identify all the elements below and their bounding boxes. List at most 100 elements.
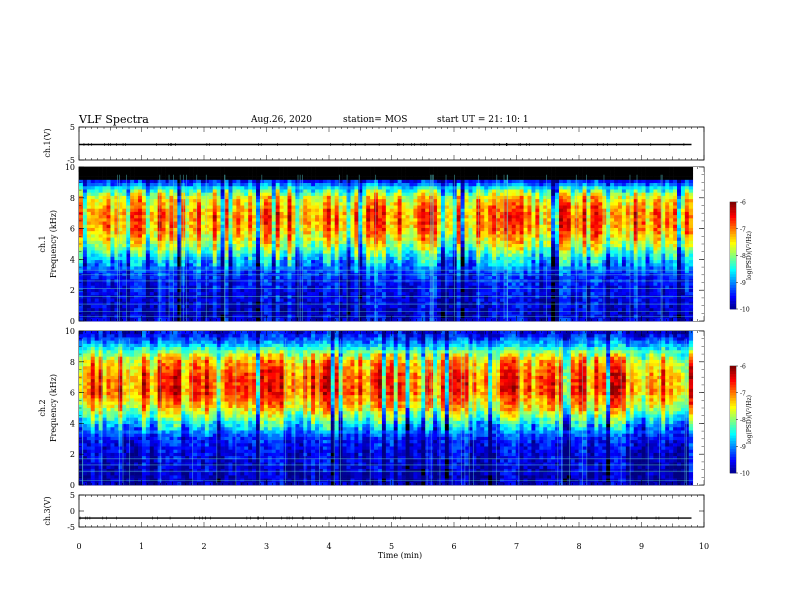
spectrogram-cell: [468, 298, 473, 303]
spectrogram-cell: [283, 167, 288, 171]
spectrogram-cell: [161, 227, 166, 232]
spectrogram-cell: [141, 276, 147, 280]
spectrogram-cell: [141, 205, 147, 210]
spectrogram-cell: [252, 301, 257, 306]
spectrogram-cell: [311, 176, 316, 181]
spectrogram-cell: [283, 234, 288, 238]
spectrogram-cell: [405, 221, 410, 226]
spectrogram-cell: [362, 244, 367, 248]
spectrogram-cell: [318, 221, 324, 226]
spectrogram-cell: [389, 288, 395, 293]
spectrogram-cell: [118, 244, 123, 248]
spectrogram-cell: [472, 167, 477, 171]
spectrogram-cell: [185, 285, 190, 290]
spectrogram-cell: [212, 199, 217, 203]
spectrogram-cell: [106, 266, 111, 270]
spectrogram-cell: [405, 311, 410, 315]
spectrogram-cell: [279, 244, 284, 248]
spectrogram-cell: [370, 295, 375, 299]
spectrogram-cell: [480, 308, 485, 312]
spectrogram-cell: [161, 240, 166, 245]
spectrogram-cell: [181, 170, 186, 174]
spectrogram-cell: [173, 269, 178, 274]
spectrogram-cell: [350, 282, 355, 287]
spectrogram-cell: [311, 263, 316, 267]
spectrogram-cell: [165, 247, 170, 251]
spectrogram-cell: [330, 199, 336, 203]
spectrogram-cell: [283, 317, 288, 322]
spectrogram-cell: [169, 192, 174, 197]
spectrogram-cell: [370, 263, 375, 267]
spectrogram-cell: [279, 199, 284, 203]
spectrogram-cell: [401, 285, 406, 290]
spectrogram-cell: [405, 250, 410, 254]
spectrogram-cell: [161, 167, 166, 171]
spectrogram-cell: [165, 227, 170, 232]
spectrogram-cell: [362, 205, 367, 210]
spectrogram-cell: [232, 253, 237, 258]
spectrogram-cell: [130, 227, 135, 232]
spectrogram-cell: [397, 237, 402, 242]
spectrogram-cell: [169, 253, 174, 258]
spectrogram-cell: [295, 308, 300, 312]
spectrogram-cell: [106, 250, 111, 254]
spectrogram-cell: [315, 244, 320, 248]
spectrogram-cell: [366, 247, 371, 251]
spectrogram-cell: [173, 263, 178, 267]
spectrogram-cell: [208, 288, 214, 293]
spectrogram-cell: [228, 208, 233, 213]
spectrogram-cell: [110, 244, 115, 248]
spectrogram-cell: [232, 269, 237, 274]
spectrogram-cell: [126, 195, 131, 200]
spectrogram-cell: [165, 189, 170, 193]
spectrogram-cell: [90, 234, 96, 238]
spectrogram-cell: [448, 295, 454, 299]
spectrogram-cell: [472, 208, 477, 213]
spectrogram-cell: [130, 250, 135, 254]
spectrogram-cell: [204, 285, 210, 290]
spectrogram-cell: [444, 301, 450, 306]
spectrogram-cell: [468, 240, 473, 245]
spectrogram-cell: [240, 301, 245, 306]
spectrogram-cell: [342, 211, 347, 216]
spectrogram-cell: [200, 240, 206, 245]
spectrogram-cell: [385, 179, 391, 184]
spectrogram-cell: [244, 202, 249, 206]
spectrogram-cell: [480, 285, 485, 290]
spectrogram-cell: [338, 292, 343, 296]
spectrogram-cell: [330, 202, 336, 206]
spectrogram-cell: [460, 266, 465, 270]
spectrogram-cell: [421, 282, 426, 287]
spectrogram-cell: [134, 215, 139, 219]
spectrogram-cell: [307, 183, 312, 187]
spectrogram-cell: [256, 298, 261, 303]
spectrogram-cell: [468, 221, 473, 226]
spectrogram-cell: [338, 199, 343, 203]
spectrogram-cell: [330, 173, 336, 177]
spectrogram-cell: [448, 211, 454, 216]
spectrogram-cell: [197, 260, 202, 264]
spectrogram-cell: [401, 215, 406, 219]
spectrogram-cell: [165, 195, 170, 200]
spectrogram-cell: [338, 311, 343, 315]
spectrogram-cell: [366, 288, 371, 293]
spectrogram-cell: [362, 250, 367, 254]
spectrogram-cell: [464, 247, 469, 251]
spectrogram-cell: [480, 260, 485, 264]
spectrogram-cell: [130, 234, 135, 238]
spectrogram-cell: [149, 227, 155, 232]
spectrogram-cell: [98, 176, 103, 181]
spectrogram-cell: [271, 311, 277, 315]
spectrogram-cell: [267, 231, 273, 235]
spectrogram-cell: [244, 269, 249, 274]
spectrogram-cell: [86, 263, 92, 267]
spectrogram-cell: [106, 260, 111, 264]
spectrogram-cell: [197, 244, 202, 248]
spectrogram-cell: [362, 301, 367, 306]
spectrogram-cell: [381, 221, 387, 226]
spectrogram-cell: [444, 311, 450, 315]
spectrogram-cell: [185, 308, 190, 312]
spectrogram-cell: [330, 295, 336, 299]
spectrogram-cell: [106, 199, 111, 203]
spectrogram-cell: [358, 276, 363, 280]
